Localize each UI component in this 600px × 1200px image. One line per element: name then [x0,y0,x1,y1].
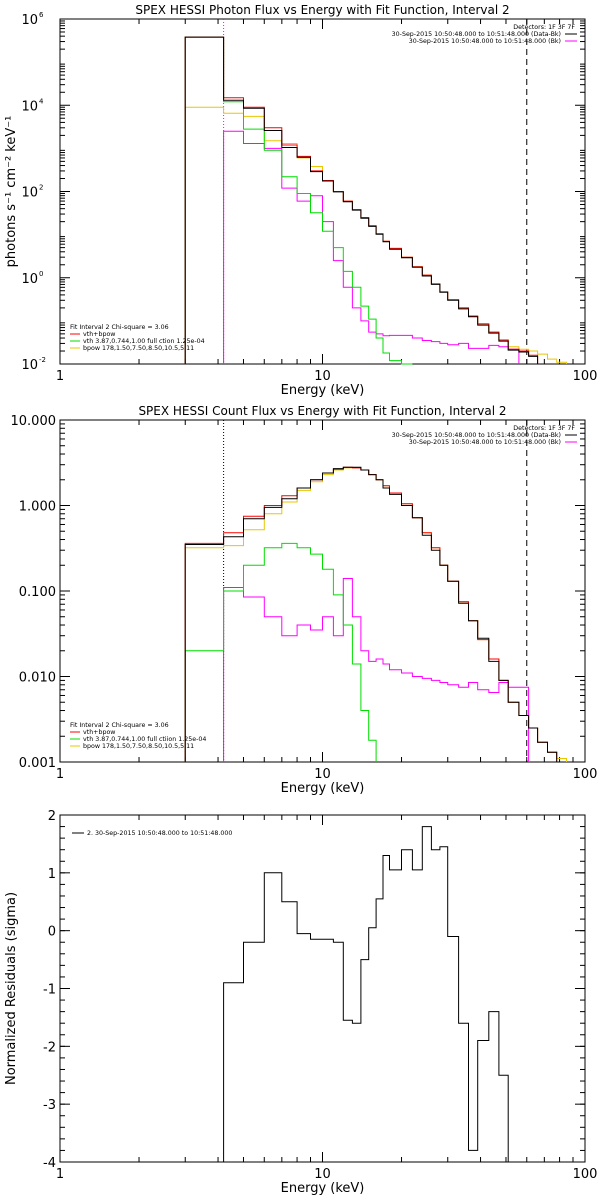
legend-header: Detectors: 1F 3F 7F [513,425,575,432]
x-tick-label: 100 [573,767,598,782]
y-tick-label: 0.010 [19,671,56,686]
y-tick-label: -3 [43,1098,56,1113]
plot-frame [59,814,586,1163]
series-total [184,466,558,762]
y-tick-label: 10 [21,99,38,114]
y-tick-exponent: 2 [39,184,43,192]
y-axis-label: Normalized Residuals (sigma) [4,892,19,1085]
x-tick-label: 1 [56,767,64,782]
x-tick-label: 100 [573,369,598,384]
y-tick-label: 2 [48,809,56,824]
y-tick-label: 10 [21,272,38,287]
y-tick-label: -2 [43,1040,56,1055]
y-tick-label: 10 [21,358,38,373]
legend-entry: vth 3.87,0.744,1.00 full ctiion 1.25e-04 [83,736,206,743]
y-tick-label: 0 [48,925,56,940]
legend-entry: 30-Sep-2015 10:50:48.000 to 10:51:48.000… [409,38,561,45]
legend-entry: 2. 30-Sep-2015 10:50:48.000 to 10:51:48.… [87,830,232,837]
plot-frame [59,419,586,763]
y-tick-exponent: 0 [39,270,43,278]
x-tick-label: 1 [56,369,64,384]
legend-entry: bpow 178,1.50,7.50,8.50,10.5,5.11 [83,345,194,352]
series-vth [184,542,377,762]
x-tick-label: 10 [314,369,331,384]
x-tick-label: 100 [573,1167,598,1182]
x-tick-label: 10 [314,1167,331,1182]
y-tick-label: 10 [21,186,38,201]
plot-frame [59,18,586,365]
series-total [223,826,529,1163]
series-background [223,130,520,364]
series-total [184,36,539,364]
legend-entry: 30-Sep-2015 10:50:48.000 to 10:51:48.000… [392,31,561,38]
legend-entry: bpow 178,1.50,7.50,8.50,10.5,5.11 [83,743,194,750]
legend-header: Fit Interval 2 Chi-square = 3.06 [70,722,169,729]
y-tick-label: 0.100 [19,585,56,600]
legend-header: Fit Interval 2 Chi-square = 3.06 [70,324,169,331]
x-axis-label: Energy (keV) [281,1181,365,1196]
series-bpow [184,467,567,762]
y-tick-label: 1 [48,867,56,882]
legend-entry: vth+bpow [83,331,115,338]
legend-entry: 30-Sep-2015 10:50:48.000 to 10:51:48.000… [409,439,561,446]
chart-title: SPEX HESSI Photon Flux vs Energy with Fi… [135,3,509,17]
residuals-panel: 1 10 100 Energy (keV) -4 -3 -2 -1 0 1 2 Normalized … [4,809,597,1196]
legend-entry: 30-Sep-2015 10:50:48.000 to 10:51:48.000… [392,432,561,439]
x-axis-label: Energy (keV) [281,781,365,796]
series-background [223,578,530,762]
count-flux-panel: SPEX HESSI Count Flux vs Energy with Fit… [11,404,598,796]
legend-entry: vth 3.87,0.744,1.00 full ction 1.25e-04 [83,338,205,345]
photon-flux-panel: SPEX HESSI Photon Flux vs Energy with Fi… [4,3,597,398]
y-tick-label: 0.001 [19,756,56,771]
x-axis-label: Energy (keV) [281,383,365,398]
y-tick-label: -4 [43,1156,56,1171]
y-tick-exponent: 6 [39,11,44,19]
y-tick-label: -1 [43,983,56,998]
series-vth-spov [184,466,558,762]
x-tick-label: 10 [314,767,331,782]
x-tick-label: 1 [56,1167,64,1182]
series-vth [184,36,413,365]
y-tick-label: 1.000 [19,500,56,515]
chart-title: SPEX HESSI Count Flux vs Energy with Fit… [138,404,506,418]
legend-entry: vth+bpow [83,729,115,736]
y-tick-label: 10 [21,13,38,28]
y-tick-label: 10.000 [11,414,57,429]
y-axis-label: photons s⁻¹ cm⁻² keV⁻¹ [4,116,19,268]
y-tick-exponent: 4 [39,97,44,105]
legend-header: Detectors: 1F 3F 7F [513,24,575,31]
y-tick-exponent: -2 [39,356,46,364]
